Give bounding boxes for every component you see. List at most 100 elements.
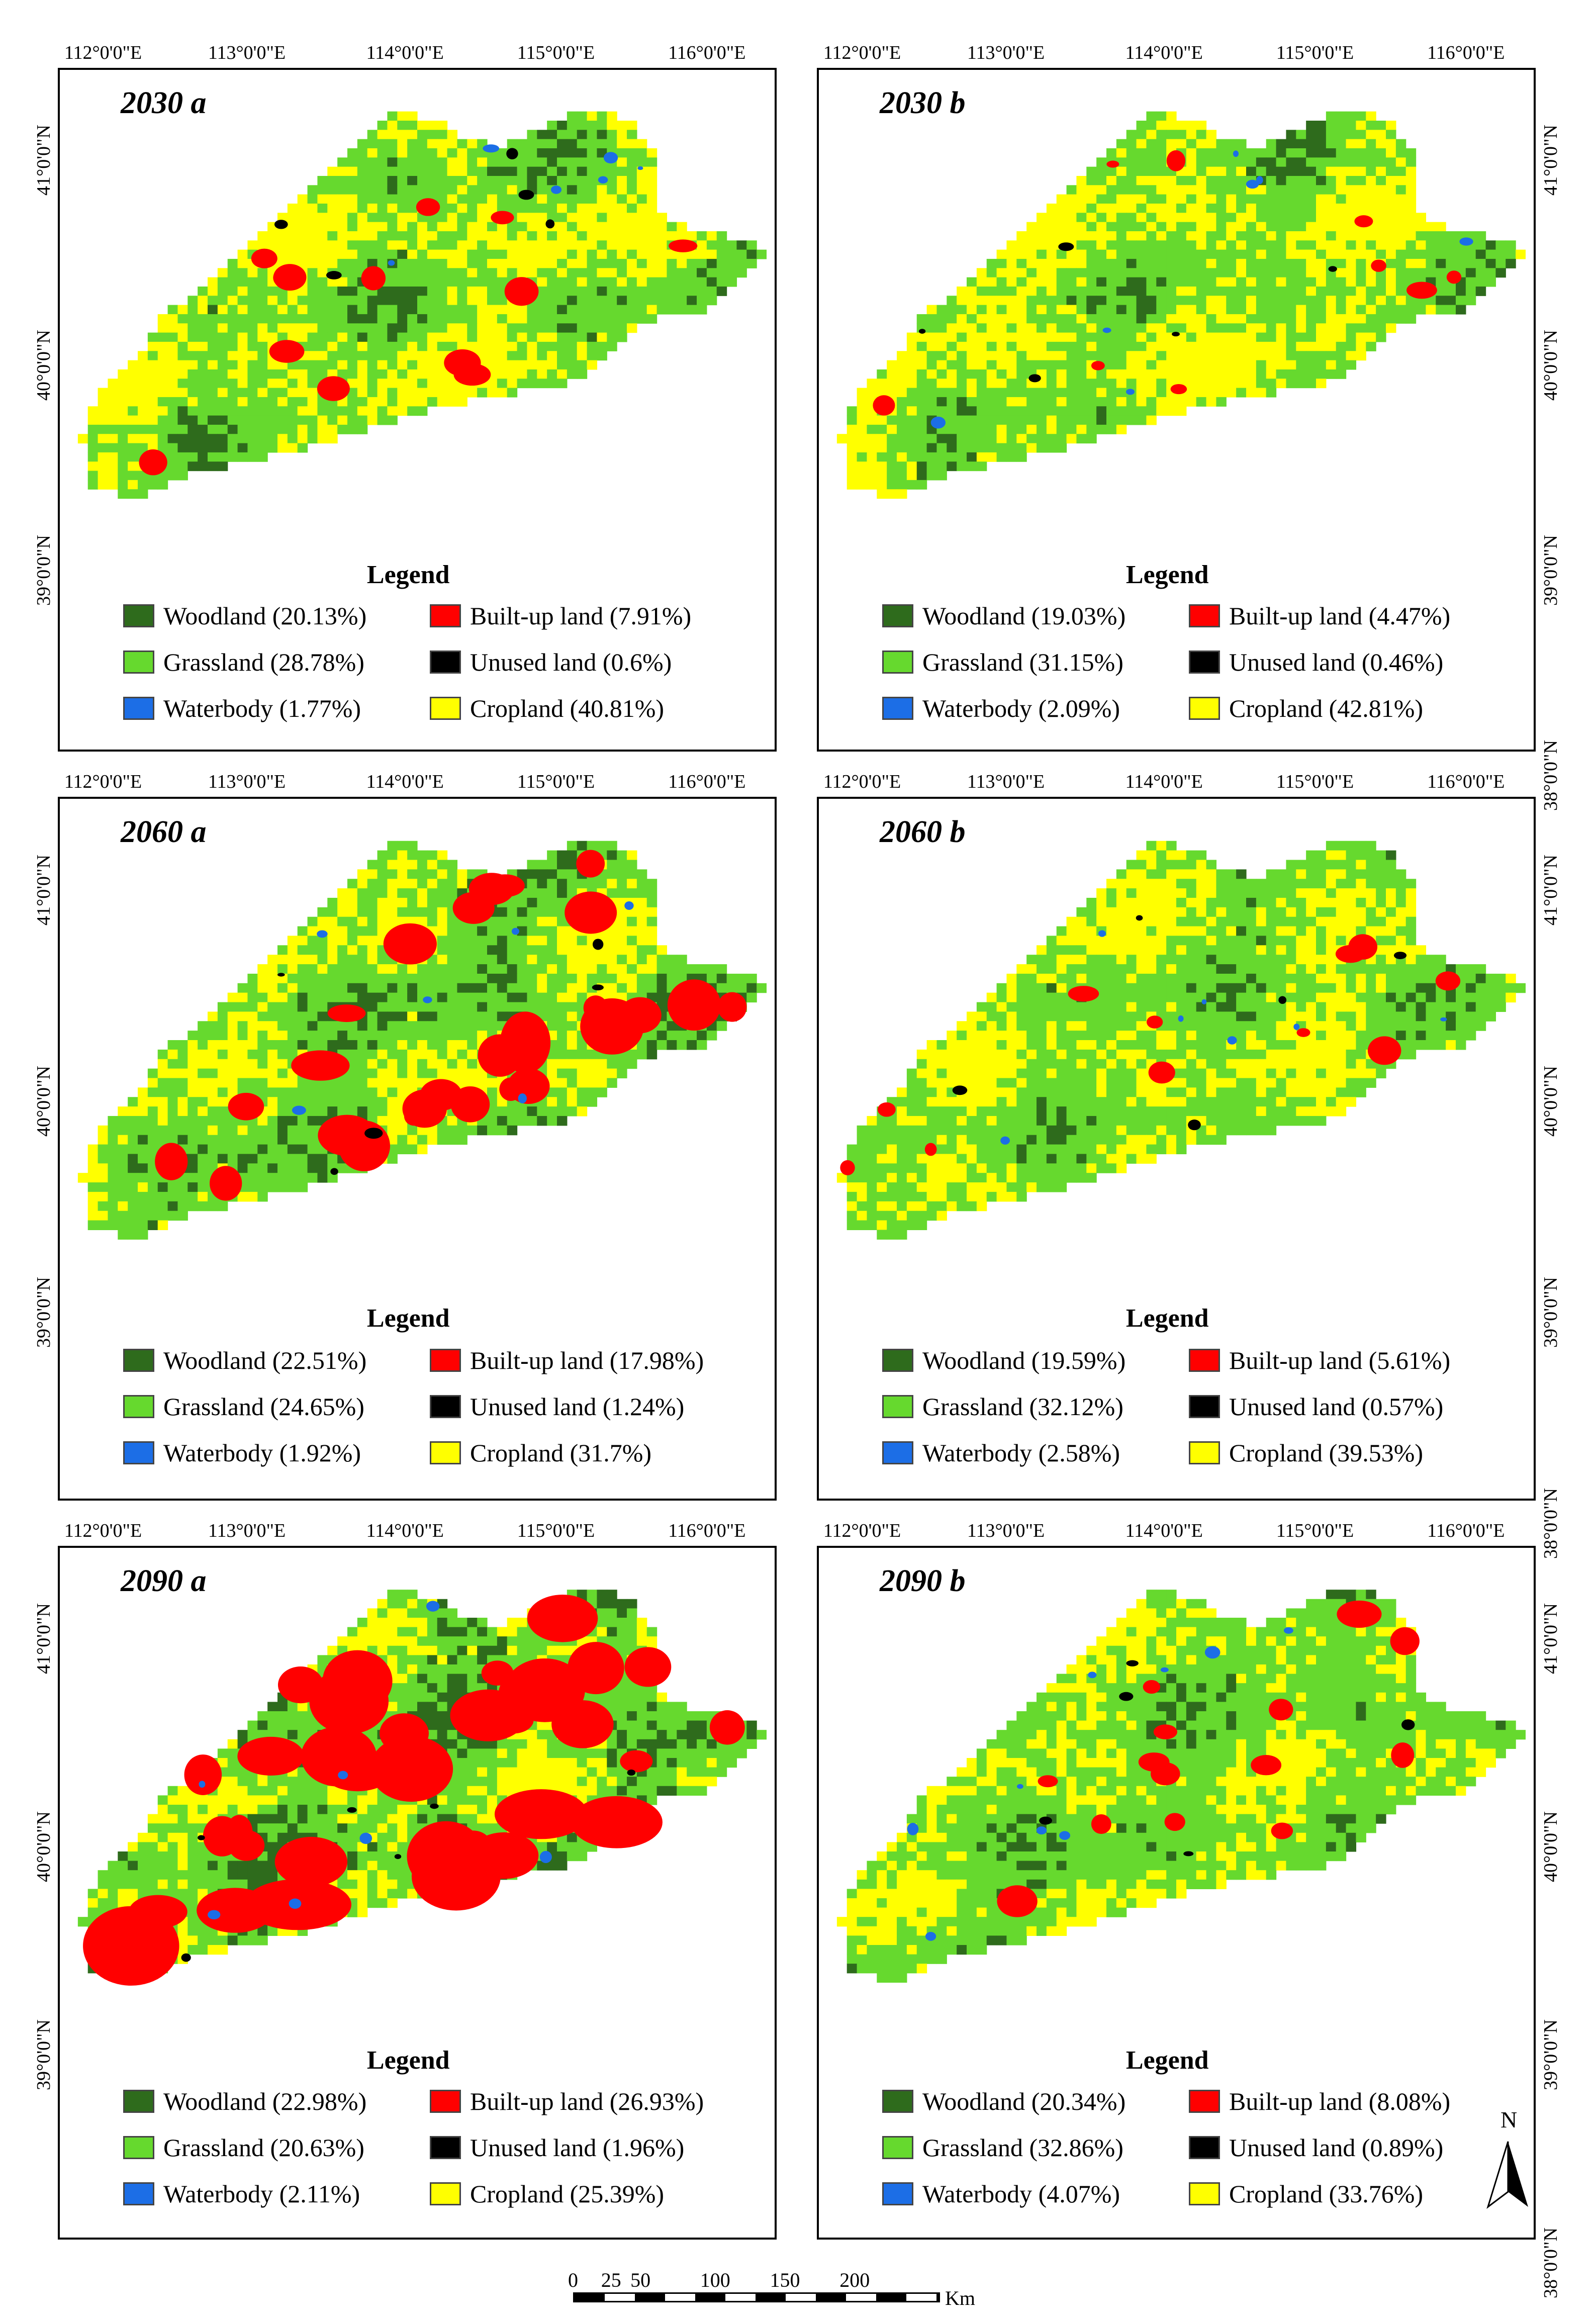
grassland-cell <box>437 879 448 889</box>
grassland-cell <box>337 341 348 351</box>
cropland-cell <box>1056 397 1067 407</box>
grassland-cell <box>557 296 568 306</box>
woodland-cell <box>387 296 398 306</box>
grassland-cell <box>277 369 288 379</box>
grassland-cell <box>936 406 947 416</box>
cropland-cell <box>287 936 298 946</box>
grassland-cell <box>457 1125 467 1136</box>
grassland-cell <box>347 388 358 398</box>
cropland-cell <box>227 1021 238 1031</box>
woodland-cell <box>947 461 957 472</box>
grassland-cell <box>128 452 138 462</box>
woodland-cell <box>746 249 757 259</box>
grassland-cell <box>98 443 109 453</box>
grassland-cell <box>1166 130 1177 140</box>
cropland-cell <box>227 1068 238 1079</box>
cropland-cell <box>557 222 568 232</box>
grassland-cell <box>527 888 537 898</box>
cropland-cell <box>617 120 627 130</box>
cropland-cell <box>257 332 268 342</box>
grassland-cell <box>1296 379 1306 389</box>
grassland-cell <box>397 268 408 278</box>
grassland-cell <box>1226 185 1237 195</box>
grassland-cell <box>277 332 288 342</box>
cropland-cell <box>557 231 568 241</box>
grassland-cell <box>198 323 208 333</box>
grassland-cell <box>1276 916 1287 927</box>
grassland-cell <box>1206 926 1217 937</box>
cropland-cell <box>656 240 668 250</box>
cropland-cell <box>547 1068 557 1079</box>
grassland-cell <box>407 277 418 287</box>
cropland-cell <box>926 305 937 315</box>
cropland-cell <box>547 240 557 250</box>
grassland-cell <box>617 314 627 324</box>
cropland-cell <box>967 360 977 370</box>
cropland-cell <box>1196 175 1207 185</box>
grassland-cell <box>716 983 727 993</box>
woodland-cell <box>187 424 198 434</box>
woodland-cell <box>1256 157 1267 167</box>
grassland-cell <box>1126 268 1137 278</box>
cropland-cell <box>317 222 328 232</box>
legend-swatch-waterbody <box>123 1441 154 1464</box>
cropland-cell <box>1136 332 1147 342</box>
grassland-cell <box>1066 351 1077 361</box>
grassland-cell <box>986 434 997 444</box>
cropland-cell <box>317 351 328 361</box>
cropland-cell <box>1156 879 1167 889</box>
cropland-cell <box>557 268 568 278</box>
woodland-cell <box>217 461 228 472</box>
grassland-cell <box>527 879 537 889</box>
woodland-cell <box>167 1201 178 1212</box>
grassland-cell <box>198 1154 208 1164</box>
grassland-cell <box>1086 258 1097 268</box>
cropland-cell <box>1156 916 1167 927</box>
cropland-cell <box>417 240 428 250</box>
grassland-cell <box>646 296 658 306</box>
cropland-cell <box>1405 166 1417 176</box>
grassland-cell <box>307 936 318 946</box>
grassland-cell <box>87 443 99 453</box>
cropland-cell <box>1136 194 1147 204</box>
grassland-cell <box>947 388 957 398</box>
woodland-cell <box>1506 258 1516 268</box>
grassland-cell <box>147 1173 158 1183</box>
cropland-cell <box>387 1116 398 1126</box>
cropland-cell <box>247 1191 258 1202</box>
grassland-cell <box>377 351 388 361</box>
grassland-cell <box>517 964 528 974</box>
grassland-cell <box>357 973 368 984</box>
legend-label-grassland: Grassland (24.65%) <box>163 1393 364 1421</box>
grassland-cell <box>1446 240 1456 250</box>
grassland-cell <box>357 1049 368 1060</box>
woodland-cell <box>297 992 308 1003</box>
cropland-cell <box>996 323 1007 333</box>
cropland-cell <box>1186 869 1197 879</box>
cropland-cell <box>277 992 288 1003</box>
woodland-cell <box>567 185 578 195</box>
grassland-cell <box>387 148 398 158</box>
waterbody-patch <box>598 176 608 184</box>
cropland-cell <box>1136 369 1147 379</box>
cropland-cell <box>437 351 448 361</box>
cropland-cell <box>656 222 668 232</box>
cropland-cell <box>1316 231 1327 241</box>
grassland-cell <box>557 351 568 361</box>
grassland-cell <box>1376 916 1386 927</box>
cropland-cell <box>367 936 378 946</box>
cropland-cell <box>487 341 498 351</box>
cropland-cell <box>1356 916 1366 927</box>
woodland-cell <box>337 286 348 296</box>
cropland-cell <box>427 388 438 398</box>
cropland-cell <box>1366 130 1376 140</box>
grassland-cell <box>347 973 358 984</box>
grassland-cell <box>497 1125 508 1136</box>
cropland-cell <box>87 1191 99 1202</box>
grassland-cell <box>407 406 418 416</box>
cropland-cell <box>457 203 467 213</box>
cropland-cell <box>1046 323 1057 333</box>
cropland-cell <box>167 341 178 351</box>
longitude-tick-label: 114°0'0"E <box>1125 771 1203 792</box>
grassland-cell <box>397 1144 408 1155</box>
